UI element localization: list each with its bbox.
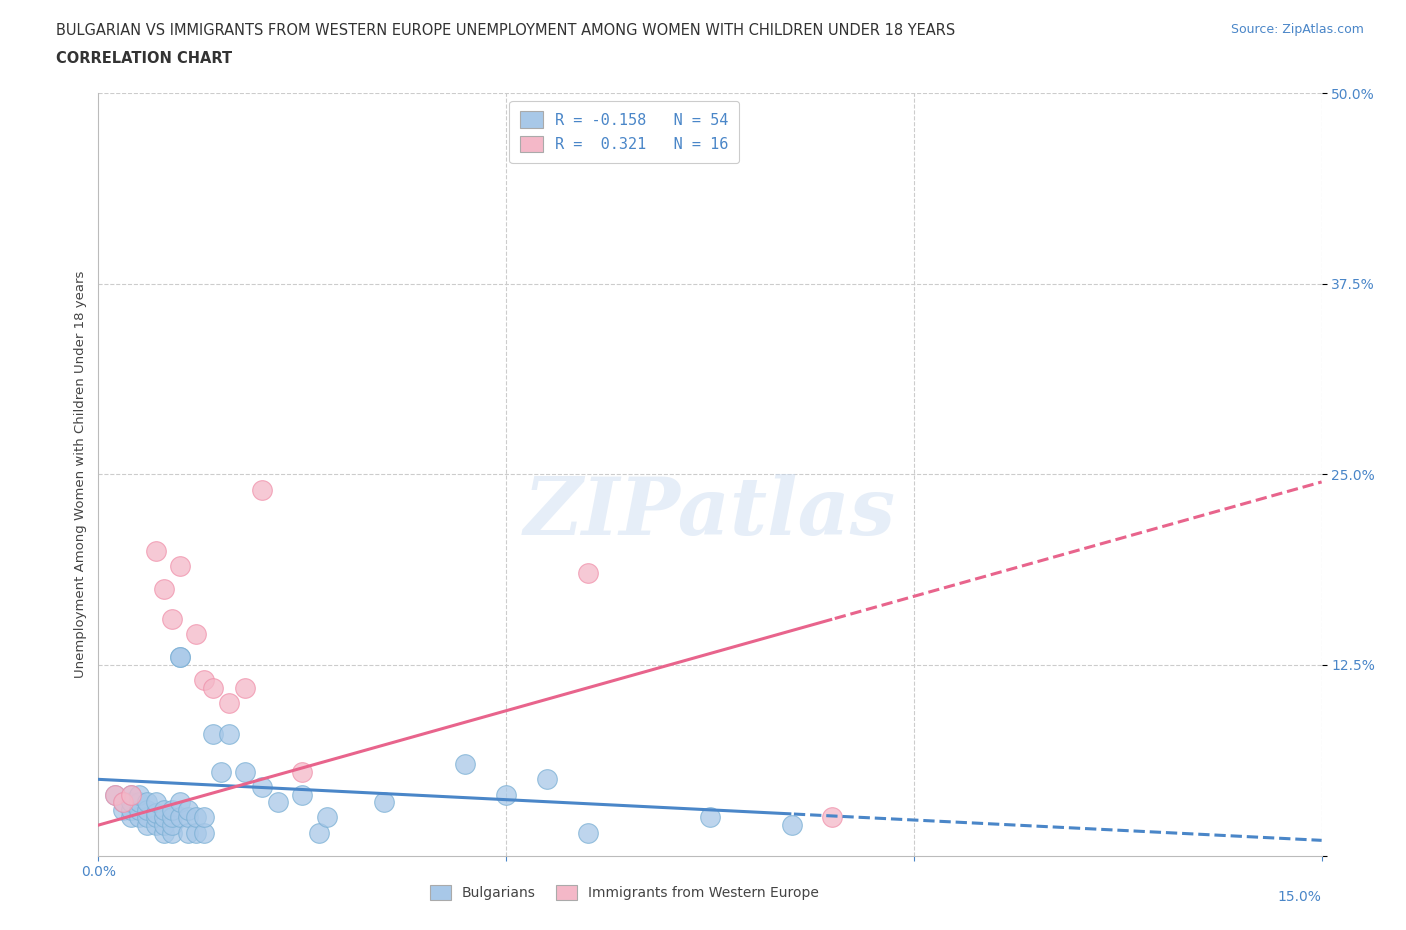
Point	[104, 787, 127, 802]
Legend: Bulgarians, Immigrants from Western Europe: Bulgarians, Immigrants from Western Euro…	[425, 880, 825, 906]
Point	[267, 795, 290, 810]
Text: Source: ZipAtlas.com: Source: ZipAtlas.com	[1230, 23, 1364, 36]
Point	[152, 810, 174, 825]
Point	[160, 825, 183, 840]
Point	[209, 764, 232, 779]
Point	[160, 803, 183, 817]
Point	[576, 825, 599, 840]
Point	[145, 795, 167, 810]
Text: 15.0%: 15.0%	[1278, 890, 1322, 904]
Point	[136, 817, 159, 832]
Text: BULGARIAN VS IMMIGRANTS FROM WESTERN EUROPE UNEMPLOYMENT AMONG WOMEN WITH CHILDR: BULGARIAN VS IMMIGRANTS FROM WESTERN EUR…	[56, 23, 956, 38]
Point	[136, 803, 159, 817]
Point	[136, 795, 159, 810]
Point	[186, 810, 208, 825]
Point	[152, 581, 174, 596]
Point	[145, 543, 167, 558]
Point	[128, 795, 150, 810]
Point	[111, 795, 134, 810]
Point	[120, 787, 142, 802]
Point	[821, 810, 844, 825]
Point	[104, 787, 127, 802]
Point	[169, 795, 191, 810]
Point	[177, 810, 200, 825]
Point	[308, 825, 330, 840]
Point	[145, 810, 167, 825]
Point	[160, 612, 183, 627]
Point	[291, 787, 314, 802]
Point	[186, 627, 208, 642]
Point	[128, 787, 150, 802]
Point	[201, 726, 224, 741]
Point	[250, 482, 273, 497]
Point	[152, 803, 174, 817]
Point	[128, 810, 150, 825]
Point	[120, 810, 142, 825]
Point	[145, 805, 167, 820]
Point	[120, 803, 142, 817]
Point	[218, 726, 240, 741]
Point	[120, 795, 142, 810]
Point	[699, 810, 721, 825]
Point	[193, 672, 215, 687]
Point	[120, 787, 142, 802]
Point	[495, 787, 517, 802]
Point	[152, 817, 174, 832]
Y-axis label: Unemployment Among Women with Children Under 18 years: Unemployment Among Women with Children U…	[75, 271, 87, 678]
Point	[169, 650, 191, 665]
Point	[177, 825, 200, 840]
Point	[233, 681, 256, 696]
Point	[218, 696, 240, 711]
Point	[145, 817, 167, 832]
Point	[177, 803, 200, 817]
Point	[111, 803, 134, 817]
Point	[152, 825, 174, 840]
Point	[291, 764, 314, 779]
Point	[576, 566, 599, 581]
Point	[315, 810, 337, 825]
Point	[780, 817, 803, 832]
Point	[160, 810, 183, 825]
Point	[160, 817, 183, 832]
Point	[111, 795, 134, 810]
Point	[186, 825, 208, 840]
Point	[128, 803, 150, 817]
Point	[201, 681, 224, 696]
Point	[193, 810, 215, 825]
Point	[136, 810, 159, 825]
Point	[169, 810, 191, 825]
Point	[250, 779, 273, 794]
Text: ZIPatlas: ZIPatlas	[524, 473, 896, 551]
Point	[233, 764, 256, 779]
Point	[373, 795, 395, 810]
Point	[169, 650, 191, 665]
Text: CORRELATION CHART: CORRELATION CHART	[56, 51, 232, 66]
Point	[193, 825, 215, 840]
Point	[169, 558, 191, 573]
Point	[454, 757, 477, 772]
Point	[536, 772, 558, 787]
